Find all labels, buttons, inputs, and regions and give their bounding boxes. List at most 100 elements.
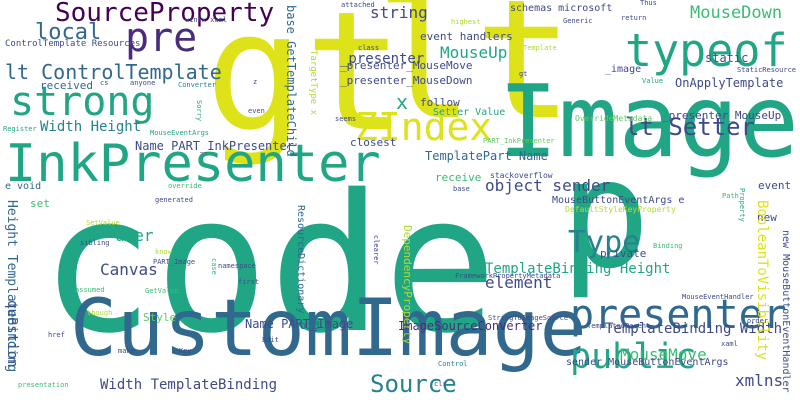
- word-event: event: [758, 179, 792, 192]
- word-z: z: [253, 78, 258, 86]
- word-presenter: _presenter: [340, 51, 425, 67]
- word-order: order: [747, 317, 769, 325]
- word-href: href: [48, 331, 65, 339]
- word-stackoverflow: stackoverflow: [490, 171, 553, 180]
- word-templatebinding-width: TemplateBinding Width: [605, 321, 783, 337]
- word-override: override: [168, 182, 202, 190]
- word-x: x: [396, 90, 409, 114]
- word-value: Value: [642, 77, 664, 85]
- word-style: Style: [143, 311, 177, 324]
- word-received: received: [40, 79, 93, 92]
- word-inkpresenter: InkPresenter: [5, 134, 381, 194]
- word-typeof: typeof: [625, 24, 788, 77]
- word-object-sender: object sender: [485, 176, 611, 195]
- word-code: code: [40, 154, 498, 375]
- word-public: public: [570, 337, 697, 377]
- word-mouseeventhandler: MouseEventHandler: [682, 293, 754, 301]
- word-winfx-xaml: winfx xaml: [185, 16, 228, 24]
- word-attached: attached: [341, 1, 375, 9]
- word-case: case: [210, 258, 218, 275]
- word-return: return: [621, 14, 647, 22]
- word-templatebinding-height: TemplateBinding Height: [485, 261, 671, 277]
- word-though: though: [87, 309, 113, 317]
- word-width-height: Width Height: [40, 119, 142, 135]
- word-clearer: clearer: [372, 235, 380, 265]
- word-name-part-image: Name PART_Image: [245, 317, 354, 331]
- word-defaultstylekeyproperty: DefaultStyleKeyProperty: [565, 205, 676, 214]
- word-xmlns: xmlns: [735, 371, 784, 390]
- word-setter-value: Setter Value: [433, 107, 506, 118]
- word-type: Type: [568, 225, 641, 260]
- word-converter: Converter: [178, 81, 216, 89]
- word-canvas: Canvas: [100, 260, 158, 279]
- word-mouseeventargs: MouseEventArgs: [150, 129, 210, 137]
- word-name-part-inkpresenter: Name PART_InkPresenter: [135, 139, 294, 153]
- word-receive: receive: [435, 171, 482, 184]
- word-property: Property: [738, 188, 746, 222]
- word-static: static: [705, 51, 749, 65]
- word-user: user: [115, 226, 154, 245]
- word-height-templatebinding: Height TemplateBinding: [4, 200, 19, 373]
- word-mousedown: MouseDown: [690, 3, 783, 23]
- word-mousemove: MouseMove: [620, 345, 707, 364]
- word-base: base: [453, 185, 470, 193]
- word-string: string: [370, 3, 428, 22]
- word-follow: follow: [420, 96, 460, 109]
- word-local: local: [35, 20, 102, 45]
- word-schemas-microsoft: schemas microsoft: [510, 3, 613, 14]
- word-onapplytemplate: OnApplyTemplate: [675, 76, 784, 90]
- word-resourcedictionary: ResourceDictionary: [295, 205, 306, 314]
- word-width-templatebinding: Width TemplateBinding: [100, 377, 278, 393]
- word-set: set: [30, 197, 50, 210]
- word-base-gettemplatechild: base GetTemplateChild: [284, 5, 298, 157]
- word-zindex: ZIndex: [355, 105, 493, 149]
- word-even: even: [248, 107, 265, 115]
- word-highest: highest: [451, 18, 481, 26]
- word-staticresource: StaticResource: [737, 66, 797, 74]
- word-binding: Binding: [653, 242, 683, 250]
- word-seems: seems: [335, 115, 357, 123]
- word-booleantovisibility: BooleanToVisibility: [754, 200, 770, 361]
- word-mousebuttoneventargs-e: MouseButtonEventArgs e: [552, 195, 685, 206]
- word-presenter-mouseup: _presenter_MouseUp: [662, 109, 782, 122]
- word-controltemplate-resources: ControlTemplate Resources: [5, 39, 141, 49]
- word-sibling: sibling: [80, 239, 110, 247]
- word-new: new: [757, 211, 777, 224]
- word-sender-mousebuttoneventargs: sender MouseButtonEventArgs: [566, 357, 729, 368]
- word-getvalue: GetValue: [145, 287, 179, 295]
- word-void: void: [293, 319, 320, 332]
- word-presenter-mousedown: _presenter_MouseDown: [340, 74, 473, 87]
- word-anyone: anyone: [130, 79, 156, 87]
- word-new-mousebuttoneventhandler: new MouseButtonEventHandler: [780, 230, 791, 393]
- word-pre: pre: [125, 15, 198, 61]
- word-strong: strong: [10, 79, 155, 125]
- word-e-void: e void: [5, 181, 42, 192]
- word-clr: clr: [434, 380, 447, 388]
- word-generic: Generic: [563, 17, 593, 25]
- word-image: _image: [605, 64, 642, 75]
- word-control: Control: [438, 360, 468, 368]
- word-event-handlers: event handlers: [420, 30, 513, 43]
- word-private: private: [600, 247, 647, 260]
- word-path: Path: [722, 192, 739, 200]
- word-key: Key: [179, 347, 192, 355]
- word-setvalue: SetValue: [86, 219, 120, 227]
- word-presentation: presentation: [18, 381, 69, 389]
- word-class: class: [358, 44, 380, 52]
- word-mouseup: MouseUp: [440, 43, 508, 62]
- word-frameworkpropertymetadata: FrameworkPropertyMetadata: [455, 272, 561, 280]
- word-presenter: presenter: [570, 292, 787, 338]
- word-first: first: [238, 278, 260, 286]
- word-presenter-mousemove: _presenter_MouseMove: [340, 59, 473, 72]
- word-template: Template: [523, 44, 557, 52]
- word-register: Register: [3, 125, 37, 133]
- word-overridemetadata: OverrideMetadata: [575, 114, 653, 123]
- word-customimage: CustomImage: [70, 284, 587, 374]
- word-templatepart-name: TemplatePart Name: [425, 149, 548, 163]
- word-sourceproperty: SourceProperty: [55, 0, 275, 28]
- word-templatedparent: TemplatedParent: [587, 322, 651, 330]
- word-sorry: Sorry: [195, 100, 203, 122]
- word-namespace: namespace: [218, 262, 256, 270]
- word-lt-controltemplate: lt ControlTemplate: [5, 60, 222, 84]
